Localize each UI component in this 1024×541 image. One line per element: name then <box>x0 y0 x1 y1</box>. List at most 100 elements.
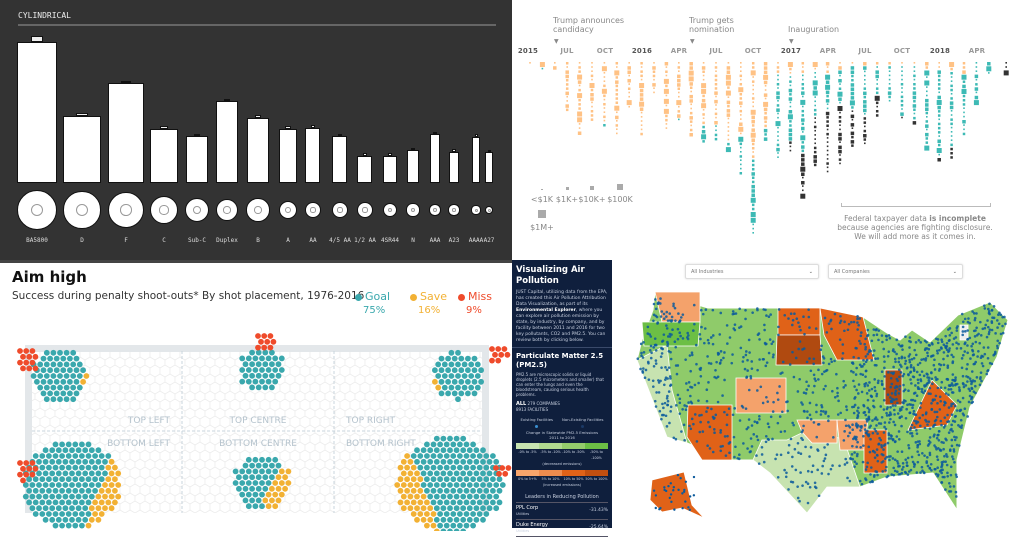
goal-dot <box>493 493 500 500</box>
facility-dot <box>908 358 911 362</box>
facility-dot <box>914 353 918 357</box>
facility-dot <box>990 308 994 312</box>
goal-dot <box>463 522 470 529</box>
facility-dot <box>791 480 795 484</box>
spending-square <box>839 154 841 156</box>
facility-dot <box>833 395 837 399</box>
spending-square <box>689 86 693 89</box>
facility-dot <box>750 360 754 363</box>
facility-dot <box>881 340 884 344</box>
facility-dot <box>1001 315 1004 319</box>
facility-dot <box>890 371 893 375</box>
goal-dot <box>75 447 82 454</box>
spending-square <box>926 116 928 118</box>
spending-square <box>826 70 829 73</box>
battery-terminal-ring <box>387 207 393 213</box>
facility-dot <box>839 314 842 318</box>
existing-facilities-toggle[interactable]: Existing Facilities <box>521 417 553 430</box>
spending-square <box>801 126 805 131</box>
spending-square <box>888 99 891 102</box>
goal-dot <box>259 491 265 498</box>
leader-row[interactable]: Duke Energy Utilities -25.64% <box>516 520 608 537</box>
facility-dot <box>889 437 893 440</box>
non-existing-facilities-toggle[interactable]: Non-Existing Facilities <box>562 417 604 430</box>
goal-dot <box>37 384 44 391</box>
leader-row[interactable]: PPL Corp Utilities -31.43% <box>516 503 608 520</box>
goal-dot <box>76 361 83 368</box>
miss-dot <box>505 465 512 471</box>
facility-dot <box>871 354 875 357</box>
goal-dot <box>450 441 457 448</box>
facility-dot <box>914 341 918 344</box>
goal-dot <box>69 505 75 512</box>
facility-dot <box>652 313 656 317</box>
facility-dot <box>879 438 883 442</box>
goal-dot <box>49 447 56 454</box>
facility-dot <box>960 366 964 370</box>
timeline-marks <box>529 62 1009 234</box>
facility-dot <box>957 386 961 389</box>
spending-square <box>850 123 855 127</box>
industry-select[interactable]: All Industries ⌄ <box>685 264 819 279</box>
facility-dot <box>919 378 922 381</box>
spending-square <box>578 123 581 125</box>
spending-square <box>849 100 855 106</box>
spending-square <box>725 90 731 96</box>
chevron-down-icon: ⌄ <box>808 269 813 275</box>
spending-square <box>702 94 705 98</box>
spending-square <box>813 108 817 112</box>
spending-square <box>875 91 879 95</box>
spending-square <box>739 122 743 126</box>
company-select[interactable]: All Companies ⌄ <box>828 264 963 279</box>
save-dot <box>420 505 427 512</box>
spending-square <box>888 70 891 72</box>
goal-dot <box>70 373 77 379</box>
miss-dot <box>23 471 30 478</box>
environmental-explorer-link[interactable]: Environmental Explorer <box>516 308 576 313</box>
facility-dot <box>644 368 648 372</box>
facility-dot <box>808 485 812 489</box>
spending-square <box>751 62 755 65</box>
facility-dot <box>855 454 859 458</box>
facility-dot <box>928 441 932 444</box>
facility-dot <box>693 322 696 326</box>
facility-dot <box>977 350 980 353</box>
spending-square <box>615 101 619 104</box>
facility-dot <box>844 384 847 387</box>
facility-dot <box>668 332 672 336</box>
facility-dot <box>842 439 846 442</box>
facility-dot <box>930 371 933 375</box>
goal-dot <box>40 378 47 385</box>
map-canvas[interactable] <box>612 260 1024 528</box>
goal-dot <box>457 464 463 471</box>
facility-dot <box>907 373 910 377</box>
facility-dot <box>939 399 943 403</box>
spending-square <box>665 118 668 122</box>
facility-dot <box>996 319 999 322</box>
spending-square <box>751 172 755 176</box>
facility-dot <box>933 358 936 362</box>
facility-dot <box>986 319 989 322</box>
goal-dot <box>52 441 59 448</box>
facility-dot <box>856 409 859 413</box>
goal-dot <box>476 476 483 483</box>
goal-dot <box>466 516 473 523</box>
facility-dot <box>897 360 901 364</box>
facility-dot <box>872 333 876 337</box>
goal-dot <box>85 487 92 494</box>
spending-square <box>789 93 792 96</box>
facility-dot <box>884 469 887 472</box>
facility-dot <box>733 328 737 332</box>
facility-dot <box>902 372 906 376</box>
facility-dot <box>698 430 702 434</box>
facility-dot <box>705 410 708 413</box>
section-title[interactable]: Particulate Matter 2.5 (PM2.5) <box>516 352 604 369</box>
goal-dot <box>239 378 246 385</box>
facility-dot <box>723 378 726 382</box>
goal-dot <box>275 372 282 379</box>
facility-dot <box>713 428 716 431</box>
facility-dot <box>672 304 675 308</box>
facility-dot <box>917 339 921 342</box>
facility-dot <box>725 423 729 427</box>
spending-square <box>565 74 569 79</box>
